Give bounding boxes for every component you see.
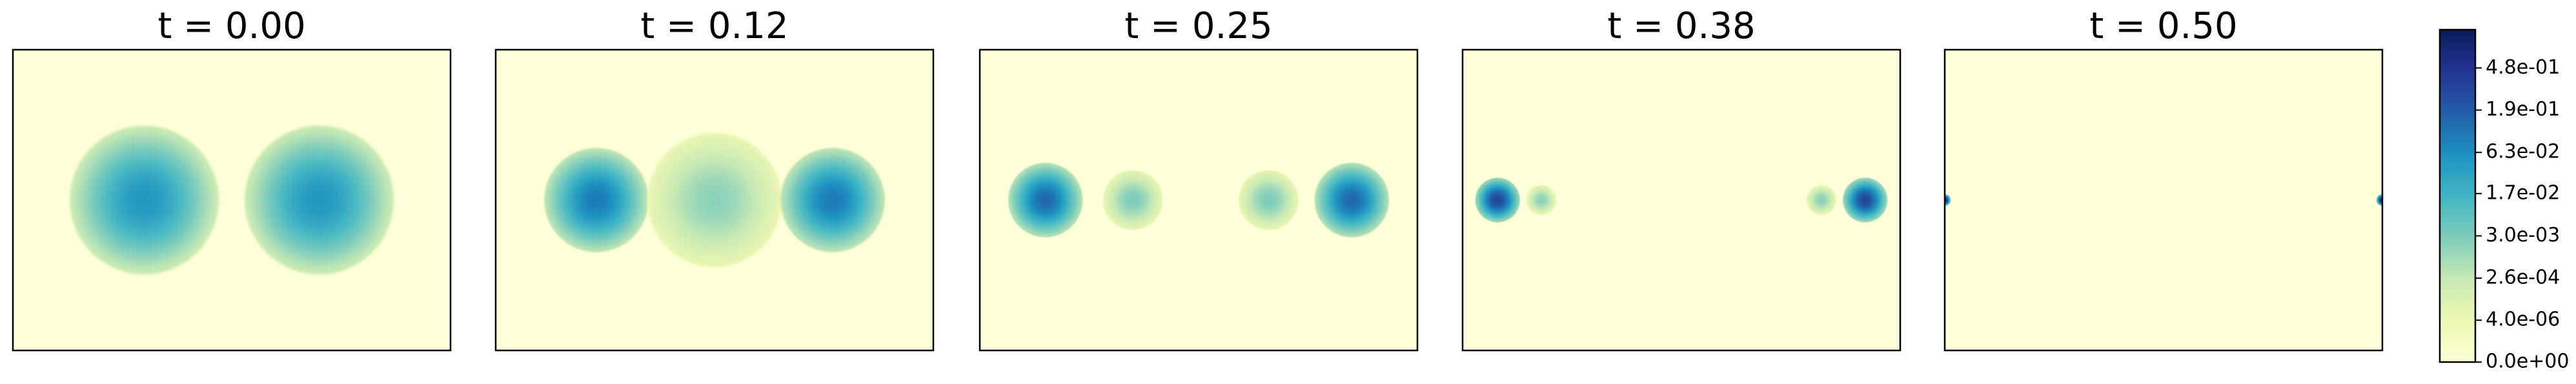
- blob: [1313, 161, 1390, 239]
- colorbar-tick-label: 6.3e-02: [2486, 141, 2560, 163]
- colorbar-tick-label: 1.9e-01: [2486, 98, 2560, 121]
- panel-title: t = 0.12: [640, 5, 788, 47]
- blob: [1806, 185, 1837, 216]
- panel-background: [1945, 50, 2382, 350]
- panel-frame: [1461, 48, 1902, 352]
- blob: [1238, 169, 1299, 231]
- blob: [242, 123, 396, 277]
- blob: [1474, 177, 1521, 223]
- panel-title: t = 0.25: [1124, 5, 1272, 47]
- colorbar-tick-label: 4.0e-06: [2486, 308, 2560, 331]
- panel-title: t = 0.00: [157, 5, 305, 47]
- blob: [1102, 169, 1164, 231]
- panel-frame: [12, 48, 452, 352]
- blob: [645, 131, 784, 269]
- panel-frame: [1943, 48, 2384, 352]
- panel-plot: [1007, 161, 1390, 239]
- panel-frame: [979, 48, 1419, 352]
- blob: [1842, 177, 1889, 223]
- panel-title: t = 0.38: [1607, 5, 1755, 47]
- colorbar-tick-label: 4.8e-01: [2486, 56, 2560, 79]
- blob: [542, 146, 650, 254]
- panel-plot: [1945, 194, 2382, 207]
- blob: [1945, 194, 1951, 207]
- colorbar-tick-label: 0.0e+00: [2486, 350, 2569, 373]
- panel-plot: [1474, 177, 1889, 223]
- colorbar: [2439, 28, 2477, 363]
- colorbar-tick-label: 2.6e-04: [2486, 266, 2560, 288]
- panel-frame: [494, 48, 935, 352]
- blob: [2376, 194, 2382, 207]
- blob: [1526, 185, 1557, 216]
- colorbar-tick-label: 3.0e-03: [2486, 224, 2560, 247]
- blob: [67, 123, 221, 277]
- colorbar-tick-label: 1.7e-02: [2486, 181, 2560, 204]
- blob: [1007, 161, 1084, 239]
- panel-plot: [542, 131, 887, 269]
- panel-title: t = 0.50: [2089, 5, 2237, 47]
- blob: [779, 146, 887, 254]
- panel-plot: [67, 123, 396, 277]
